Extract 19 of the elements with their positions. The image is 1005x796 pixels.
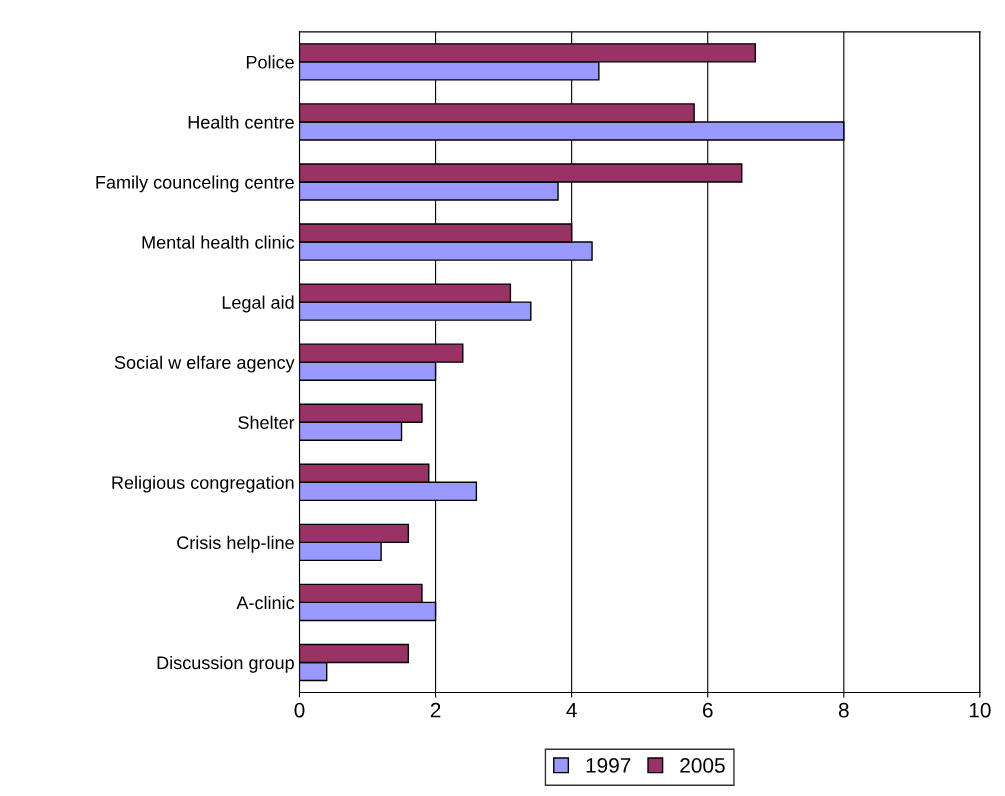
- y-tick-label: Legal aid: [222, 295, 294, 313]
- legend-label: 1997: [586, 758, 631, 773]
- x-tick-label: 4: [566, 703, 577, 718]
- y-tick-label: Police: [246, 55, 294, 69]
- y-tick-label: Crisis help-line: [177, 535, 294, 553]
- y-tick-label: A-clinic: [236, 595, 295, 610]
- x-tick-label: 0: [294, 702, 305, 718]
- y-tick-label: Social w elfare agency: [114, 355, 295, 373]
- y-tick-label: Discussion group: [157, 655, 294, 673]
- x-tick-label: 2: [430, 702, 441, 718]
- x-tick-label: 8: [838, 702, 849, 718]
- x-tick-label: 10: [969, 702, 991, 718]
- y-tick-label: Health centre: [188, 115, 294, 129]
- legend-label: 2005: [680, 758, 725, 773]
- y-tick-label: Shelter: [238, 415, 295, 429]
- y-tick-label: Religious congregation: [112, 475, 294, 493]
- y-tick-label: Mental health clinic: [142, 235, 295, 249]
- x-tick-label: 6: [702, 702, 713, 718]
- y-tick-label: Family counceling centre: [96, 175, 294, 193]
